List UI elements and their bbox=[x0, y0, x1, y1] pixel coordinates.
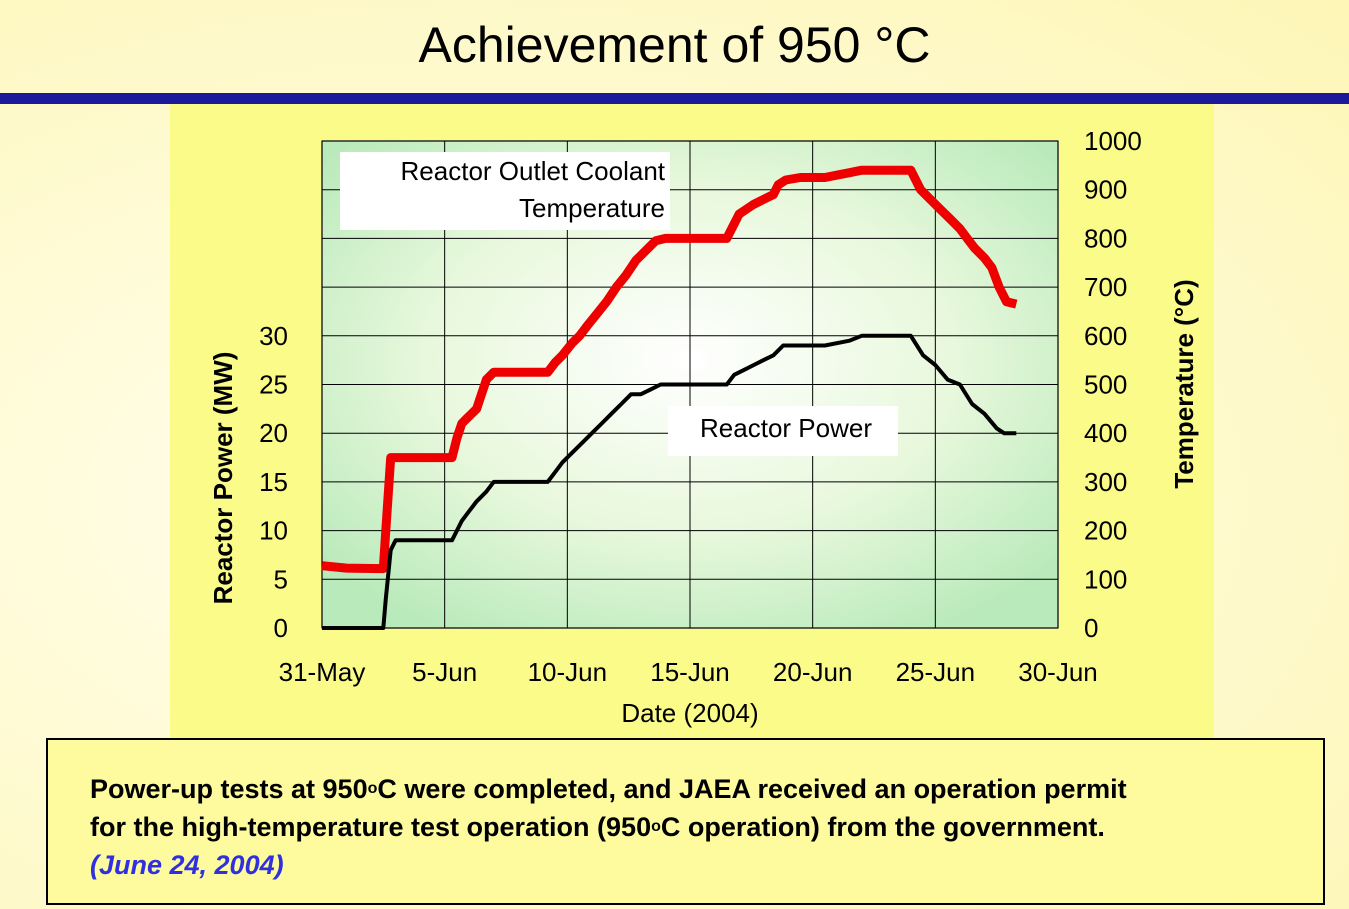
right-tick-label: 200 bbox=[1084, 516, 1127, 546]
x-tick-label: 31-May bbox=[279, 657, 366, 687]
note-date: (June 24, 2004) bbox=[90, 850, 284, 880]
axes: 0510152025300100200300400500600700800900… bbox=[259, 126, 1142, 687]
x-tick-label: 20-Jun bbox=[773, 657, 853, 687]
note-box: Power-up tests at 950oC were completed, … bbox=[46, 738, 1325, 905]
x-axis-title: Date (2004) bbox=[621, 698, 758, 728]
x-tick-label: 10-Jun bbox=[528, 657, 608, 687]
right-tick-label: 1000 bbox=[1084, 126, 1142, 156]
note-degree-sup-1: o bbox=[367, 780, 378, 797]
note-line1-end: C were completed, and JAEA received an o… bbox=[377, 774, 1127, 804]
left-tick-label: 30 bbox=[259, 321, 288, 351]
slide-title: Achievement of 950 °C bbox=[418, 17, 931, 73]
right-tick-label: 700 bbox=[1084, 272, 1127, 302]
right-tick-label: 800 bbox=[1084, 223, 1127, 253]
right-tick-label: 500 bbox=[1084, 370, 1127, 400]
left-tick-label: 15 bbox=[259, 467, 288, 497]
left-tick-label: 20 bbox=[259, 418, 288, 448]
right-tick-label: 300 bbox=[1084, 467, 1127, 497]
left-tick-label: 25 bbox=[259, 370, 288, 400]
temperature-series-label-line2: Temperature bbox=[519, 193, 665, 223]
x-tick-label: 15-Jun bbox=[650, 657, 730, 687]
right-tick-label: 400 bbox=[1084, 418, 1127, 448]
power-series-line bbox=[322, 333, 1017, 630]
note-line2-end: C operation) from the government. bbox=[660, 812, 1105, 842]
right-tick-label: 900 bbox=[1084, 175, 1127, 205]
power-label-box bbox=[668, 406, 898, 456]
note-line1-start: Power-up tests at 950 bbox=[90, 774, 368, 804]
right-tick-label: 0 bbox=[1084, 613, 1098, 643]
x-tick-label: 30-Jun bbox=[1018, 657, 1098, 687]
note-degree-sup-2: o bbox=[651, 818, 661, 835]
note-line2-start: for the high-temperature test operation … bbox=[90, 812, 652, 842]
left-tick-label: 5 bbox=[274, 564, 288, 594]
power-series-label: Reactor Power bbox=[700, 413, 872, 443]
left-axis-title: Reactor Power (MW) bbox=[208, 352, 238, 605]
temperature-series-label-line1: Reactor Outlet Coolant bbox=[401, 156, 666, 186]
temperature-label-box bbox=[340, 152, 670, 230]
x-tick-label: 25-Jun bbox=[896, 657, 976, 687]
note-text: Power-up tests at 950oC were completed, … bbox=[90, 770, 1310, 884]
title-divider bbox=[0, 93, 1349, 104]
series-lines bbox=[321, 165, 1018, 630]
left-tick-label: 10 bbox=[259, 516, 288, 546]
right-tick-label: 600 bbox=[1084, 321, 1127, 351]
x-tick-label: 5-Jun bbox=[412, 657, 477, 687]
left-tick-label: 0 bbox=[274, 613, 288, 643]
temperature-series-line bbox=[321, 165, 1018, 574]
right-tick-label: 100 bbox=[1084, 564, 1127, 594]
right-axis-title: Temperature (°C) bbox=[1169, 279, 1199, 488]
